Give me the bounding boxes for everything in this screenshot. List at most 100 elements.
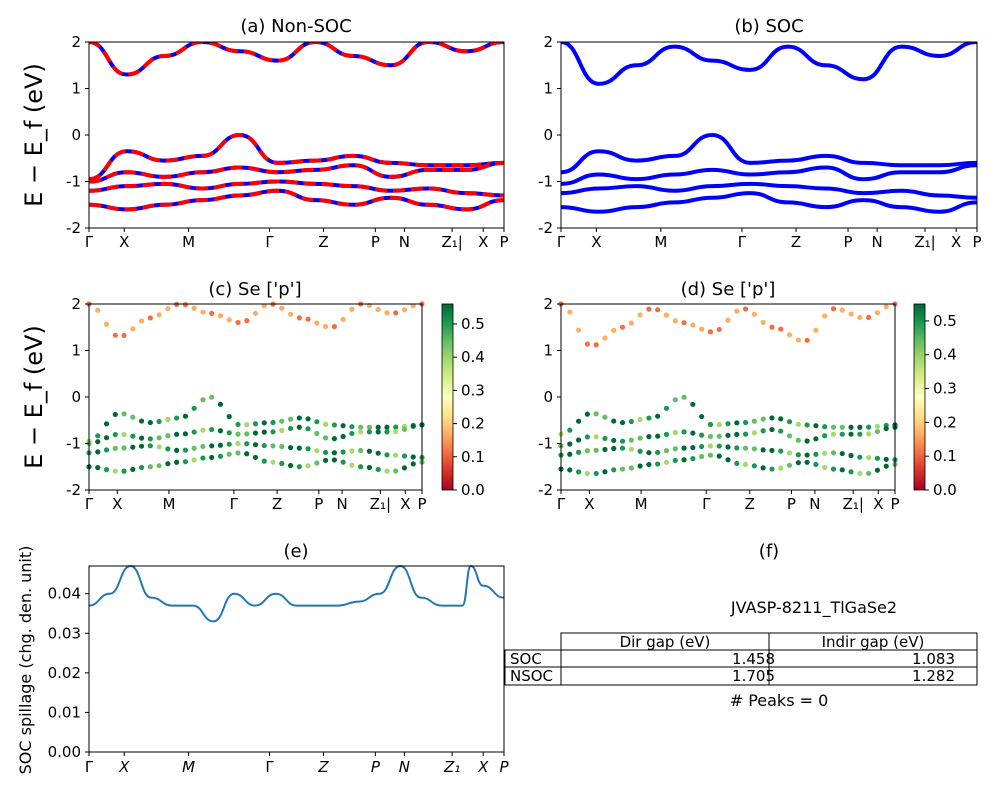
projection-dot (401, 465, 408, 471)
projection-dot (619, 324, 626, 330)
band-line (561, 191, 977, 214)
band-ylabel-middle: E − E_f (eV) (20, 325, 48, 469)
projection-dot (619, 466, 626, 472)
projection-dot (331, 422, 337, 428)
projection-dot (235, 319, 241, 326)
ytick-label: 0.03 (48, 624, 81, 642)
projection-dot (655, 449, 661, 456)
projection-dot (584, 411, 590, 417)
projection-dot (672, 446, 678, 452)
projection-dot (331, 436, 337, 442)
spillage-ylabel: SOC spillage (chg. den. unit) (16, 546, 35, 775)
projection-dot (401, 453, 408, 459)
projection-dot (795, 421, 801, 427)
projection-dot (839, 431, 845, 437)
projection-dot (209, 426, 215, 433)
projection-dot (156, 435, 162, 441)
kpath-tick-label: P (890, 495, 899, 513)
panel-a-xticks: Γ X M Γ Z P N Z₁| X P (85, 228, 509, 251)
projection-dot (611, 467, 617, 473)
projection-dot (174, 459, 180, 465)
projection-dot (751, 311, 757, 317)
projection-dot (384, 452, 390, 458)
projection-dot (112, 431, 118, 438)
projection-dot (235, 450, 241, 456)
projection-dot (191, 429, 197, 435)
projection-dot (410, 454, 416, 460)
panel-e-title: (e) (283, 541, 308, 562)
projection-dot (769, 426, 775, 433)
projection-dot (147, 443, 153, 449)
projection-dot (707, 329, 714, 335)
projection-dot (95, 439, 101, 445)
kpath-tick-label: Γ (557, 233, 566, 251)
projection-dot (112, 332, 118, 338)
kpath-tick-label: X (873, 495, 883, 513)
projection-dot (655, 307, 661, 313)
projection-dot (401, 307, 408, 313)
projection-dot (393, 310, 399, 316)
panel-b-title: (b) SOC (734, 16, 803, 37)
projection-dot (804, 438, 810, 444)
projection-dot (707, 433, 714, 440)
projection-dot (366, 464, 373, 471)
header-indir-gap: Indir gap (eV) (822, 633, 925, 651)
projection-dot (778, 326, 784, 332)
projection-dot (147, 436, 153, 442)
kpath-tick-label: N (872, 233, 883, 251)
row-soc-label: SOC (510, 650, 542, 668)
kpath-tick-label: Z (318, 233, 328, 251)
colorbar-tick-label: 0.5 (461, 315, 485, 333)
projection-dot (637, 416, 643, 423)
ytick-label: -1 (66, 435, 81, 453)
projection-dot (699, 453, 705, 460)
projection-dot (611, 445, 617, 452)
projection-dot (287, 311, 294, 317)
projection-dot (182, 431, 188, 437)
colorbar-tick-label: 0.4 (933, 346, 957, 364)
projection-dot (725, 317, 731, 323)
projection-dot (130, 326, 136, 332)
projection-dot (103, 467, 110, 473)
ytick-label: 2 (71, 295, 81, 313)
kpath-tick-label: Z₁| (441, 233, 462, 251)
ytick-label: 0 (543, 388, 553, 406)
projection-dot (95, 465, 101, 471)
panel-e-frame (88, 565, 505, 753)
projection-dot (287, 462, 294, 469)
projection-dot (182, 302, 188, 308)
ytick-label: -1 (66, 173, 81, 191)
panel-d-se-p: (d) Se ['p'] 210-1-2 Γ X M Γ Z P N Z₁| X P 0.50.4… (538, 279, 957, 513)
colorbar-tick-label: 0.5 (933, 312, 957, 330)
projection-dot (804, 337, 810, 343)
projection-dot (655, 413, 661, 419)
projection-dot (839, 467, 845, 473)
colorbar-tick-label: 0.1 (933, 447, 957, 465)
projection-dot (707, 452, 714, 458)
projection-dot (822, 424, 828, 430)
projection-dot (165, 461, 171, 467)
kpath-tick-label: Γ (85, 495, 94, 513)
projection-dot (217, 442, 224, 448)
ytick-label: -2 (66, 481, 81, 499)
projection-dot (751, 430, 757, 436)
kpath-tick-label: Γ (557, 495, 566, 513)
projection-dot (769, 324, 775, 330)
projection-dot (883, 304, 889, 310)
projection-dot (226, 430, 232, 436)
projection-dot (147, 419, 153, 426)
projection-dot (813, 451, 819, 457)
kpath-tick-label: Γ (738, 233, 747, 251)
projection-dot (628, 437, 634, 443)
projection-dot (672, 397, 678, 403)
projection-dot (760, 465, 766, 471)
projection-dot (314, 320, 320, 326)
kpath-tick-label: N (336, 495, 347, 513)
projection-dot (323, 449, 329, 456)
projection-dot (690, 444, 696, 451)
projection-dot (200, 397, 206, 403)
projection-dot (672, 318, 678, 324)
projection-dot (751, 446, 757, 452)
projection-dot (156, 444, 162, 450)
